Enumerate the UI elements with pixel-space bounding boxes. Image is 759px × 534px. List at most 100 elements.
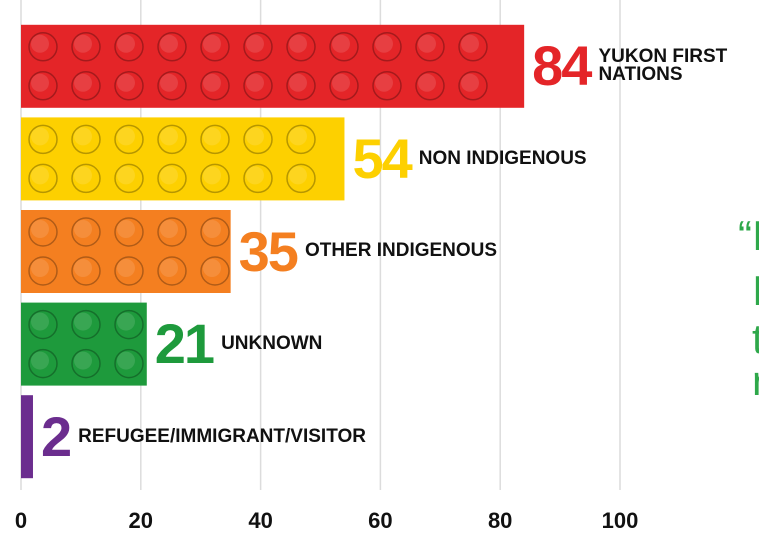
category-label: YUKON FIRST NATIONS <box>598 46 728 86</box>
stud <box>71 124 101 155</box>
stud-shine <box>31 73 49 92</box>
value-label-group: 2 REFUGEE/IMMIGRANT/VISITOR <box>41 395 759 478</box>
stud <box>200 217 230 247</box>
stud-shine <box>117 34 135 53</box>
stud-shine <box>74 34 92 53</box>
stud-shine <box>31 220 49 238</box>
stud-shine <box>203 220 221 238</box>
stud-shine <box>160 127 178 146</box>
stud <box>28 163 58 194</box>
stud-shine <box>31 166 49 185</box>
stud-shine <box>117 220 135 238</box>
value-label-group: 21 UNKNOWN <box>155 303 759 386</box>
stud-shine <box>246 166 264 185</box>
value-label-group: 84 YUKON FIRST NATIONS <box>532 25 759 108</box>
bar <box>21 395 33 479</box>
stud <box>286 71 316 101</box>
stud-shine <box>31 351 49 370</box>
stud-shine <box>74 73 92 92</box>
stud-shine <box>117 127 135 146</box>
stud-shine <box>246 34 264 53</box>
stud <box>200 163 230 194</box>
stud <box>71 217 101 247</box>
stud-shine <box>74 259 92 277</box>
x-tick-label: 80 <box>487 508 513 533</box>
stud <box>157 32 187 62</box>
stud-shine <box>289 127 307 146</box>
stud-shine <box>203 34 221 53</box>
quote-fragment: I <box>752 267 759 314</box>
stud-shine <box>117 312 135 331</box>
stud-shine <box>246 127 264 146</box>
stud <box>28 71 58 101</box>
stud-shine <box>289 166 307 185</box>
x-tick-label: 100 <box>601 508 639 533</box>
stud-shine <box>203 127 221 146</box>
stud-shine <box>160 259 178 277</box>
stud <box>28 32 58 62</box>
stud-shine <box>418 34 436 53</box>
stud-shine <box>203 166 221 185</box>
stud <box>458 71 488 101</box>
stud <box>28 348 58 379</box>
value-label: 54 <box>352 126 412 190</box>
stud <box>372 71 402 101</box>
stud <box>114 256 144 286</box>
x-tick-label: 60 <box>368 508 393 533</box>
x-tick-label: 40 <box>248 508 273 533</box>
category-label: NON INDIGENOUS <box>418 147 587 169</box>
stud <box>28 256 58 286</box>
stud <box>71 348 101 379</box>
value-label: 2 <box>40 404 72 468</box>
stud <box>415 32 445 62</box>
stud <box>200 32 230 62</box>
stud <box>71 309 101 340</box>
stud <box>200 124 230 155</box>
stud <box>200 71 230 101</box>
stud-shine <box>31 34 49 53</box>
stud-shine <box>160 166 178 185</box>
stud <box>28 309 58 340</box>
stud <box>157 163 187 194</box>
stud <box>28 217 58 247</box>
quote-fragment: “I <box>738 212 759 259</box>
value-label: 21 <box>154 312 215 376</box>
stud <box>286 32 316 62</box>
stud <box>329 71 359 101</box>
stud <box>415 71 445 101</box>
x-tick-label: 0 <box>14 508 28 533</box>
stud <box>114 348 144 379</box>
stud <box>243 32 273 62</box>
stud-shine <box>246 73 264 92</box>
category-label: REFUGEE/IMMIGRANT/VISITOR <box>78 425 366 447</box>
stud <box>157 256 187 286</box>
stud <box>157 71 187 101</box>
stud <box>243 71 273 101</box>
stud-shine <box>461 73 479 92</box>
stud <box>28 124 58 155</box>
stud-shine <box>418 73 436 92</box>
stud-shine <box>289 34 307 53</box>
stud <box>157 124 187 155</box>
stud-shine <box>74 351 92 370</box>
stud-shine <box>160 73 178 92</box>
stud <box>286 163 316 194</box>
stud <box>114 32 144 62</box>
quote-fragment: t <box>752 315 759 362</box>
stud-shine <box>203 73 221 92</box>
stud <box>286 124 316 155</box>
stud-shine <box>31 127 49 146</box>
stud <box>71 163 101 194</box>
stud <box>114 124 144 155</box>
stud-shine <box>332 34 350 53</box>
stud <box>243 124 273 155</box>
stud-shine <box>203 259 221 277</box>
stud <box>329 32 359 62</box>
stud <box>71 71 101 101</box>
stud-shine <box>117 351 135 370</box>
stud-shine <box>117 259 135 277</box>
stud <box>114 163 144 194</box>
stud-shine <box>31 259 49 277</box>
